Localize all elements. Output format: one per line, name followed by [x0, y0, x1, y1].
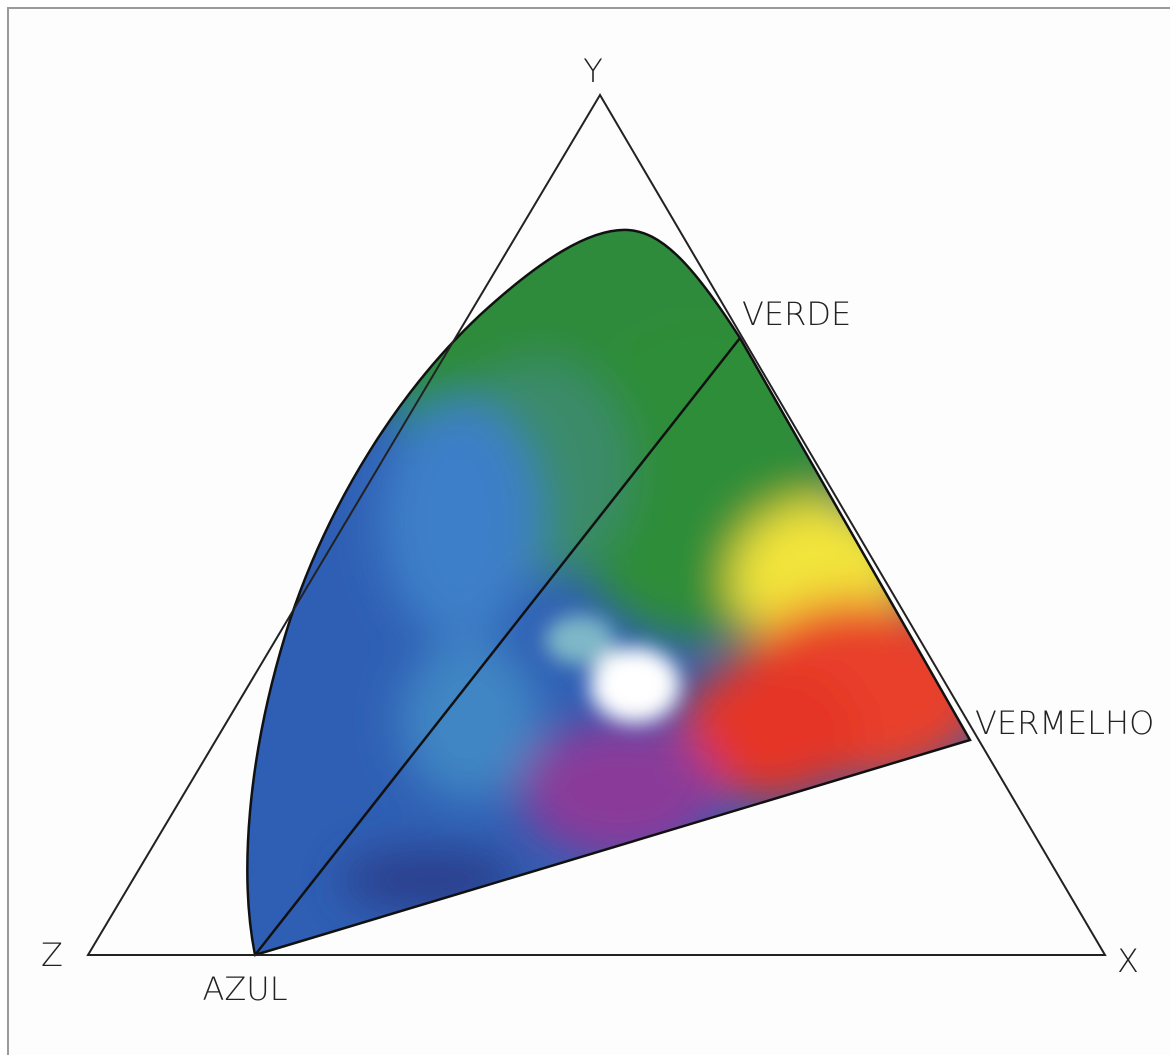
primary-label: VERDE: [742, 295, 851, 333]
watercolor-fill: [247, 229, 971, 955]
primary-label: VERMELHO: [975, 704, 1154, 742]
vertex-label: Y: [583, 52, 603, 90]
primary-label: AZUL: [202, 970, 287, 1008]
vertex-label: X: [1117, 942, 1139, 980]
xyz-triangle: [86, 93, 1107, 956]
vertex-label: Z: [41, 936, 63, 974]
gamut-outline: [246, 228, 972, 957]
blue-green-line: [254, 337, 741, 956]
